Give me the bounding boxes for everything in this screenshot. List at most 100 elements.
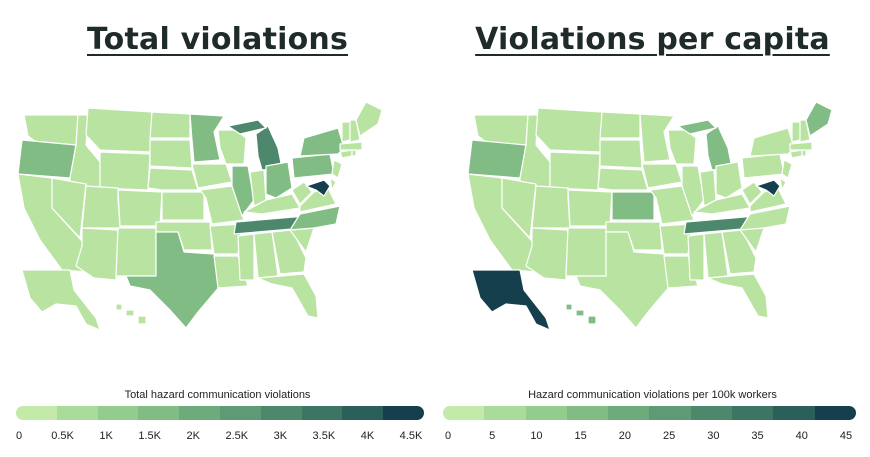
state-nebraska — [597, 167, 649, 191]
state-pennsylvania — [291, 153, 335, 179]
legend-swatch — [56, 406, 98, 420]
legend-swatch — [814, 406, 856, 420]
state-virginia — [299, 187, 337, 213]
per-capita-panel: Violations per capita Hazard communicati… — [435, 0, 870, 457]
legend-swatch — [732, 406, 774, 420]
state-connecticut — [339, 149, 353, 159]
state-maryland — [305, 179, 331, 197]
state-new-jersey — [781, 159, 793, 179]
state-iowa — [191, 163, 233, 189]
panel-title: Violations per capita — [475, 22, 830, 57]
legend-tick-label: 35 — [751, 430, 764, 442]
legend-tick-label: 0.5K — [51, 430, 74, 442]
state-utah — [531, 185, 571, 229]
state-delaware — [329, 177, 337, 191]
state-ohio — [715, 161, 743, 199]
state-maine — [805, 101, 833, 137]
state-vermont — [341, 121, 351, 143]
state-mississippi — [237, 233, 255, 281]
legend-tick-label: 45 — [839, 430, 853, 442]
state-iowa — [641, 163, 683, 189]
legend-title: Hazard communication violations per 100k… — [528, 389, 777, 401]
us-map-total — [17, 101, 383, 331]
us-map-per-capita — [467, 101, 833, 331]
panel-title: Total violations — [86, 22, 349, 57]
state-north-dakota — [149, 111, 191, 139]
states-group — [467, 101, 833, 331]
legend-tick-label: 1.5K — [138, 430, 161, 442]
state-delaware — [779, 177, 787, 191]
state-rhode-island — [801, 149, 807, 157]
state-illinois — [681, 165, 705, 217]
state-new-hampshire — [799, 119, 811, 143]
state-north-carolina — [739, 205, 791, 231]
state-montana — [535, 107, 603, 153]
legend-swatch — [773, 406, 815, 420]
state-utah — [81, 185, 121, 229]
legend-ticks: 0 5 10 15 20 25 30 35 40 45 — [444, 430, 852, 444]
legend-swatch — [443, 406, 485, 420]
state-new-york — [749, 127, 795, 157]
legend-tick-label: 2K — [186, 430, 200, 442]
legend-tick-label: 10 — [530, 430, 543, 442]
state-alaska — [21, 269, 101, 331]
legend-tick-label: 25 — [662, 430, 676, 442]
legend-tick-label: 1K — [99, 430, 113, 442]
legend-swatch — [566, 406, 609, 420]
state-oregon — [17, 139, 77, 179]
state-florida — [707, 273, 769, 319]
state-alaska — [471, 269, 551, 331]
legend-ticks: 0 0.5K 1K 1.5K 2K 2.5K 3K 3.5K 4K 4.5K — [15, 430, 422, 444]
state-vermont — [791, 121, 801, 143]
state-pennsylvania — [741, 153, 785, 179]
state-wisconsin — [217, 129, 247, 165]
state-kansas — [611, 191, 655, 221]
state-kansas — [161, 191, 205, 221]
state-montana — [85, 107, 153, 153]
state-minnesota — [639, 113, 675, 163]
legend-swatch — [383, 406, 424, 420]
state-mississippi — [687, 233, 705, 281]
legend-title: Total hazard communication violations — [124, 389, 311, 401]
state-kentucky — [243, 193, 301, 215]
state-ohio — [265, 161, 293, 199]
state-missouri — [649, 185, 695, 225]
legend-color-bar — [16, 406, 424, 420]
legend-tick-label: 15 — [574, 430, 587, 442]
state-north-carolina — [289, 205, 341, 231]
legend-swatch — [16, 406, 57, 420]
legend-tick-label: 3K — [273, 430, 288, 442]
state-new-york — [299, 127, 345, 157]
legend-tick-label: 5 — [489, 430, 496, 442]
legend-swatch — [260, 406, 302, 420]
state-virginia — [749, 187, 787, 213]
state-nebraska — [147, 167, 199, 191]
state-massachusetts — [789, 141, 813, 151]
state-south-dakota — [599, 139, 643, 169]
legend-swatch — [179, 406, 220, 420]
state-kentucky — [693, 193, 751, 215]
state-north-dakota — [599, 111, 641, 139]
state-maryland — [755, 179, 781, 197]
legend-tick-label: 20 — [618, 430, 631, 442]
state-florida — [257, 273, 319, 319]
state-maine — [355, 101, 383, 137]
legend-swatch — [484, 406, 526, 420]
legend-swatch — [97, 406, 139, 420]
state-illinois — [231, 165, 255, 217]
legend-tick-label: 30 — [707, 430, 720, 442]
state-nevada — [501, 177, 537, 239]
state-nevada — [51, 177, 87, 239]
state-texas — [125, 231, 221, 329]
legend-tick-label: 0 — [444, 430, 452, 442]
legend-tick-label: 0 — [15, 430, 23, 442]
state-south-dakota — [149, 139, 193, 169]
legend-swatch — [219, 406, 261, 420]
legend-swatch — [138, 406, 180, 420]
state-minnesota — [189, 113, 225, 163]
legend-swatch — [342, 406, 384, 420]
states-group — [17, 101, 383, 331]
state-wisconsin — [667, 129, 697, 165]
state-colorado — [567, 189, 613, 227]
state-connecticut — [789, 149, 803, 159]
